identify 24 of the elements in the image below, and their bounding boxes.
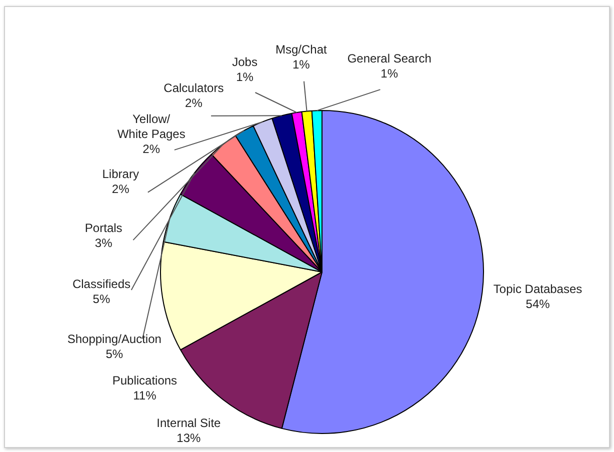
- slice-label: Jobs: [232, 54, 258, 69]
- data-label: 5%: [106, 346, 124, 361]
- data-label: 54%: [526, 297, 550, 312]
- slice-label: Topic Databases: [493, 282, 582, 296]
- data-label: 1%: [380, 66, 398, 81]
- data-label: 13%: [176, 431, 202, 446]
- data-label: 1%: [236, 70, 254, 84]
- slice-label: General Search: [347, 52, 432, 66]
- slice-label: Yellow/ White Pages: [117, 112, 186, 141]
- slice-label: Publications: [112, 374, 178, 388]
- slice-label: Msg/Chat: [275, 42, 328, 56]
- data-label: 5%: [92, 292, 110, 306]
- data-label: 1%: [292, 57, 310, 72]
- data-label: 2%: [112, 182, 130, 196]
- slice-label: Shopping/Auction: [67, 332, 162, 346]
- slice-label: Internal Site: [156, 416, 222, 430]
- data-label: 3%: [94, 236, 113, 250]
- slice-label: Calculators: [164, 81, 224, 96]
- slice-label: Classifieds: [72, 277, 130, 292]
- slice-label: Portals: [84, 220, 122, 235]
- data-label: 11%: [133, 388, 157, 403]
- slice-label: Library: [102, 167, 139, 182]
- data-label: 2%: [185, 96, 203, 110]
- data-label: 2%: [142, 142, 160, 156]
